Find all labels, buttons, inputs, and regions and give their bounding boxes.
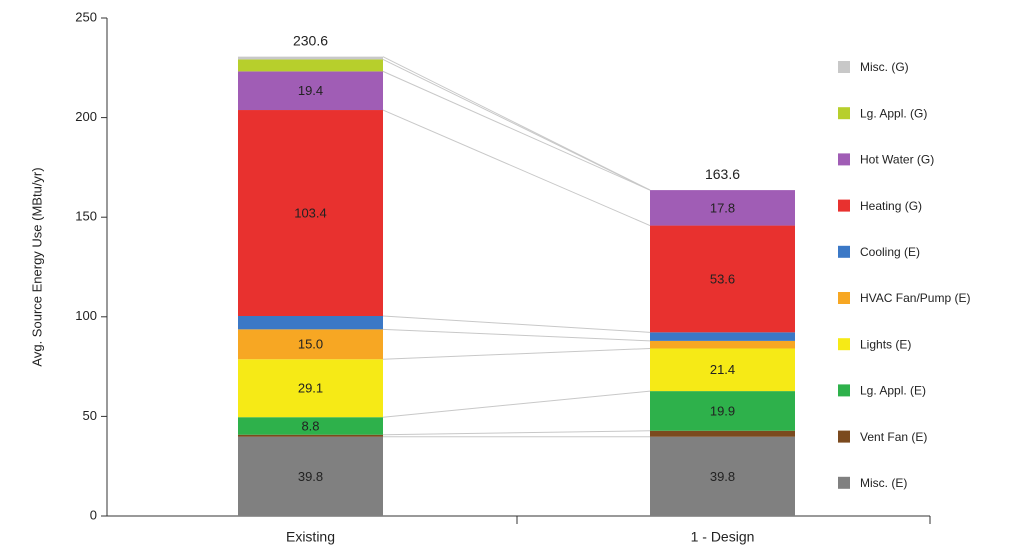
legend-swatch <box>838 384 850 397</box>
bar-segment <box>650 190 795 226</box>
legend-swatch <box>838 338 850 351</box>
legend-label: Vent Fan (E) <box>860 430 927 444</box>
bar-segment <box>650 430 795 437</box>
value-label: 39.8 <box>710 469 735 484</box>
y-axis-label: Avg. Source Energy Use (MBtu/yr) <box>29 167 44 366</box>
connector <box>382 70 651 191</box>
legend-label: Lg. Appl. (G) <box>860 106 927 120</box>
value-label: 8.8 <box>301 418 319 433</box>
x-tick-label: 1 - Design <box>691 529 755 545</box>
value-label: 103.4 <box>294 205 327 220</box>
legend-swatch <box>838 107 850 120</box>
bar-segment <box>238 434 383 437</box>
bar-segment <box>650 340 795 349</box>
bar-segment <box>238 359 383 418</box>
bar-segment <box>238 110 383 317</box>
connector <box>382 315 651 333</box>
legend-label: Lg. Appl. (E) <box>860 384 926 398</box>
connector <box>382 430 651 436</box>
legend-label: Lights (E) <box>860 337 911 351</box>
bar-segment <box>650 332 795 341</box>
bar-segment <box>238 436 383 516</box>
value-label: 21.4 <box>710 362 735 377</box>
x-tick-label: Existing <box>286 529 335 545</box>
legend-swatch <box>838 153 850 166</box>
y-tick-label: 50 <box>83 408 97 423</box>
legend-swatch <box>838 245 850 258</box>
value-label: 29.1 <box>298 381 323 396</box>
legend-swatch <box>838 476 850 489</box>
value-label: 17.8 <box>710 200 735 215</box>
bar-segment <box>650 348 795 392</box>
value-label: 19.9 <box>710 403 735 418</box>
legend-swatch <box>838 199 850 212</box>
bar-segment <box>650 391 795 431</box>
legend-swatch <box>838 292 850 304</box>
connector <box>382 328 651 342</box>
connector <box>382 56 651 191</box>
legend-swatch <box>838 61 850 73</box>
legend-label: Cooling (E) <box>860 245 920 259</box>
value-label: 15.0 <box>298 337 323 352</box>
y-tick-label: 200 <box>75 109 97 124</box>
bar-segment <box>238 329 383 360</box>
legend-label: Misc. (E) <box>860 476 907 490</box>
bar-segment <box>238 59 383 72</box>
legend-label: Misc. (G) <box>860 60 909 74</box>
y-tick-label: 0 <box>90 507 97 522</box>
legend-label: Heating (G) <box>860 199 922 213</box>
y-tick-label: 250 <box>75 9 97 24</box>
total-label: 163.6 <box>705 166 740 182</box>
y-tick-label: 100 <box>75 308 97 323</box>
value-label: 39.8 <box>298 469 323 484</box>
value-label: 19.4 <box>298 83 323 98</box>
bar-segment <box>238 316 383 330</box>
connector <box>382 109 651 227</box>
bar-segment <box>238 71 383 111</box>
connector <box>382 347 651 360</box>
y-tick-label: 150 <box>75 209 97 224</box>
bar-segment <box>238 56 383 60</box>
legend-label: HVAC Fan/Pump (E) <box>860 291 970 305</box>
value-label: 53.6 <box>710 271 735 286</box>
connector <box>382 390 651 418</box>
bar-segment <box>650 436 795 516</box>
bar-segment <box>238 417 383 435</box>
legend-label: Hot Water (G) <box>860 153 934 167</box>
total-label: 230.6 <box>293 32 328 48</box>
legend-swatch <box>838 430 850 443</box>
bar-segment <box>650 225 795 333</box>
